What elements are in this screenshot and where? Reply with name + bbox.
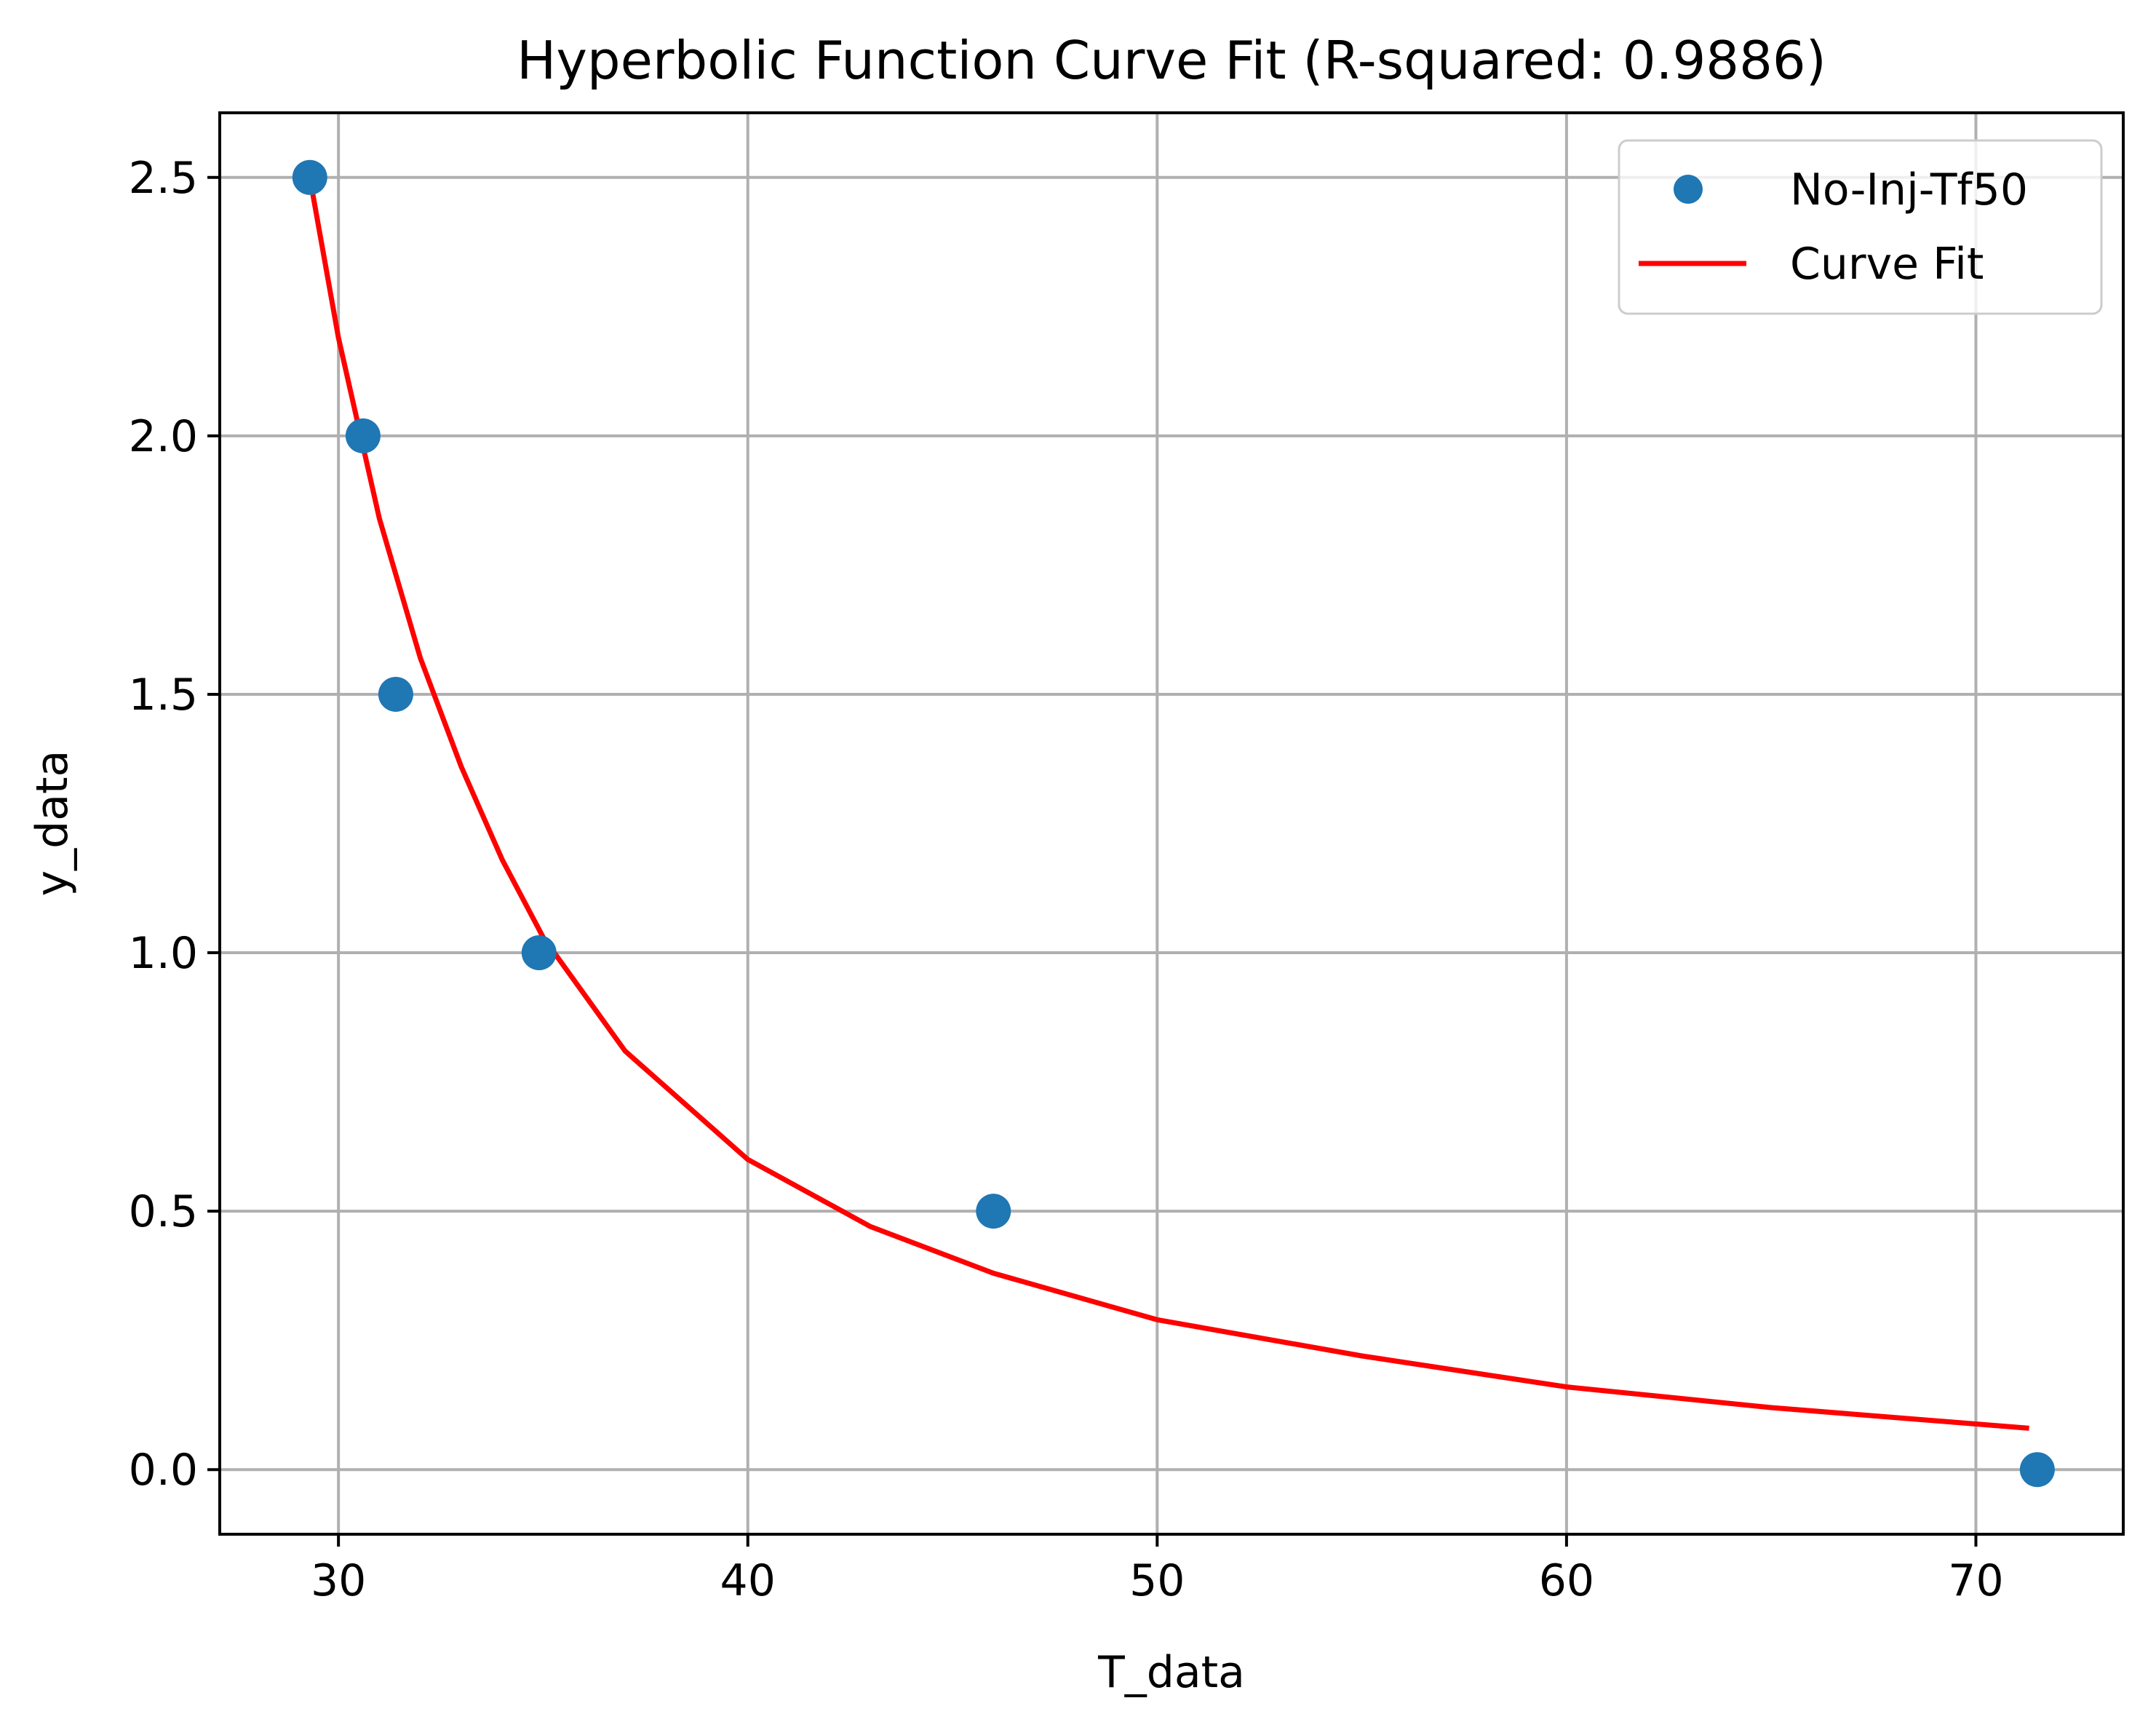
y-tick-label: 2.0: [129, 411, 198, 462]
x-axis-ticks: 30 40 50 60 70: [311, 1534, 2004, 1606]
data-series: [292, 159, 2055, 1488]
legend-label-scatter: No-Inj-Tf50: [1790, 164, 2028, 215]
scatter-point: [292, 159, 327, 195]
legend-marker-scatter: [1674, 175, 1703, 204]
y-tick-label: 1.0: [129, 928, 198, 979]
x-tick-label: 50: [1129, 1555, 1185, 1606]
chart-title: Hyperbolic Function Curve Fit (R-squared…: [517, 30, 1826, 91]
scatter-point: [378, 676, 413, 712]
scatter-point: [345, 418, 381, 453]
y-axis-label: y_data: [27, 750, 78, 897]
curve-fit-line: [307, 177, 2029, 1431]
scatter-point: [521, 935, 557, 971]
y-axis-ticks: 0.0 0.5 1.0 1.5 2.0 2.5: [129, 153, 220, 1496]
y-tick-label: 0.0: [129, 1445, 198, 1496]
x-tick-label: 40: [720, 1555, 776, 1606]
legend: No-Inj-Tf50 Curve Fit: [1618, 139, 2103, 315]
y-tick-label: 1.5: [129, 670, 198, 721]
x-tick-label: 70: [1948, 1555, 2003, 1606]
legend-label-line: Curve Fit: [1790, 239, 1984, 290]
x-axis-label: T_data: [1097, 1647, 1245, 1698]
scatter-point: [976, 1194, 1011, 1229]
scatter-point: [2019, 1452, 2055, 1488]
plot-frame: [218, 111, 2125, 1536]
y-tick-label: 2.5: [129, 153, 198, 204]
y-tick-label: 0.5: [129, 1186, 198, 1237]
legend-box: [1618, 139, 2103, 315]
x-tick-label: 30: [311, 1555, 366, 1606]
x-tick-label: 60: [1539, 1555, 1594, 1606]
